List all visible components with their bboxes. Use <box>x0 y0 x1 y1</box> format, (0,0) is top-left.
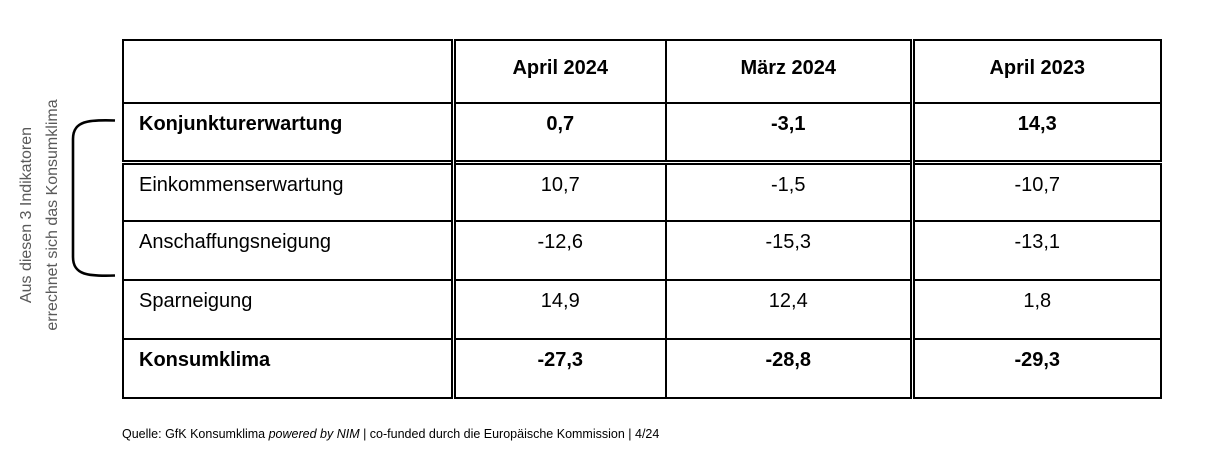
header-april-2023: April 2023 <box>909 39 1162 104</box>
cell-value: 0,7 <box>450 102 667 163</box>
side-annotation: Aus diesen 3 Indikatoren errechnet sich … <box>14 99 66 330</box>
source-text-suffix: | co-funded durch die Europäische Kommis… <box>359 427 660 441</box>
table-row-einkommenserwartung: Einkommenserwartung 10,7 -1,5 -10,7 <box>122 159 1162 222</box>
table-row-konsumklima: Konsumklima -27,3 -28,8 -29,3 <box>122 338 1162 399</box>
cell-value: -28,8 <box>665 338 913 399</box>
table-row-anschaffungsneigung: Anschaffungsneigung -12,6 -15,3 -13,1 <box>122 220 1162 281</box>
table-row-sparneigung: Sparneigung 14,9 12,4 1,8 <box>122 279 1162 340</box>
cell-value: -29,3 <box>909 338 1162 399</box>
cell-value: -27,3 <box>450 338 667 399</box>
header-april-2024: April 2024 <box>450 39 667 104</box>
row-label: Sparneigung <box>122 279 454 340</box>
cell-value: 1,8 <box>909 279 1162 340</box>
header-row: April 2024 März 2024 April 2023 <box>122 39 1162 104</box>
cell-value: -13,1 <box>909 220 1162 281</box>
side-annotation-line2: errechnet sich das Konsumklima <box>44 99 61 331</box>
table-row-konjunkturerwartung: Konjunkturerwartung 0,7 -3,1 14,3 <box>122 102 1162 163</box>
cell-value: 10,7 <box>450 159 667 222</box>
source-footer: Quelle: GfK Konsumklima powered by NIM |… <box>122 427 659 441</box>
source-text-prefix: Quelle: GfK Konsumklima <box>122 427 269 441</box>
konsumklima-table: April 2024 März 2024 April 2023 Konjunkt… <box>122 39 1162 399</box>
side-annotation-line1: Aus diesen 3 Indikatoren <box>18 126 35 304</box>
row-label: Einkommenserwartung <box>122 159 454 222</box>
header-maerz-2024: März 2024 <box>665 39 913 104</box>
cell-value: 14,3 <box>909 102 1162 163</box>
cell-value: -10,7 <box>909 159 1162 222</box>
cell-value: -15,3 <box>665 220 913 281</box>
cell-value: 12,4 <box>665 279 913 340</box>
cell-value: -1,5 <box>665 159 913 222</box>
row-label: Anschaffungsneigung <box>122 220 454 281</box>
cell-value: -3,1 <box>665 102 913 163</box>
cell-value: 14,9 <box>450 279 667 340</box>
bracket-icon <box>71 118 116 278</box>
row-label: Konsumklima <box>122 338 454 399</box>
cell-value: -12,6 <box>450 220 667 281</box>
header-empty <box>122 39 454 104</box>
row-label: Konjunkturerwartung <box>122 102 454 163</box>
source-text-italic: powered by NIM <box>268 427 360 441</box>
